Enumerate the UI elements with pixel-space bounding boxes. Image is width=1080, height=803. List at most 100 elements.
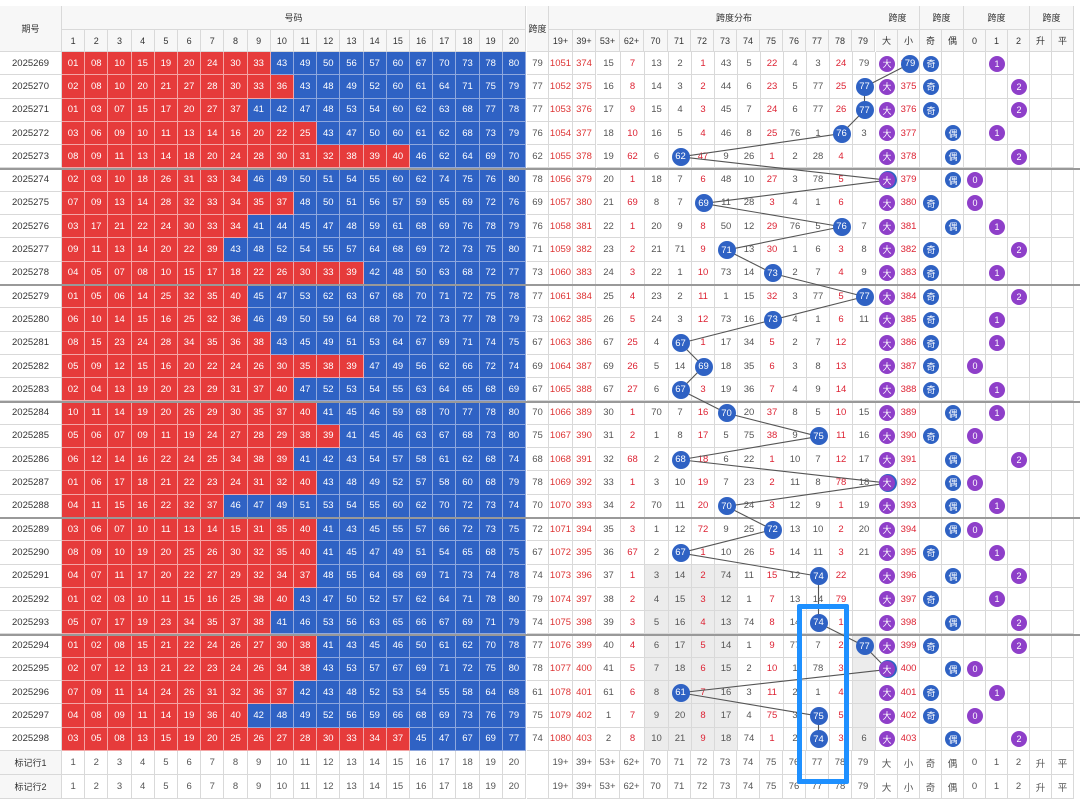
span-hit-marker: 61 [671,683,690,702]
span-hit-marker: 76 [832,124,851,143]
number-ball: 47 [294,378,318,402]
span-value: 78 [527,657,549,682]
dist-cell: 10 [738,168,761,192]
number-ball: 75 [502,518,526,542]
dist-cell: 3 [669,75,692,99]
big-marker: 大 [879,428,895,445]
extra-cell [920,145,942,169]
number-ball: 10 [85,308,109,332]
extra-cell [986,75,1008,99]
number-ball: 43 [340,448,364,472]
dist-cell: 3 [784,168,807,192]
number-ball: 56 [340,52,364,76]
footer-number: 1 [62,751,86,775]
omission-count: 1061 [549,285,573,309]
dist-cell: 1 [692,541,715,565]
extra-cell [1052,634,1074,658]
number-ball: 19 [178,424,202,449]
extra-cell [1052,704,1074,728]
number-ball: 05 [85,727,109,751]
number-ball: 22 [178,657,202,682]
number-ball: 08 [85,52,109,76]
dist-cell: 2 [692,75,715,99]
number-ball: 45 [410,727,434,751]
number-ball: 55 [317,238,341,262]
dist-cell: 12 [784,494,807,518]
number-ball: 47 [317,215,341,239]
number-ball: 07 [108,261,132,285]
number-ball: 33 [340,727,364,751]
number-ball: 50 [317,191,341,216]
number-ball: 14 [108,448,132,472]
number-ball: 77 [502,727,526,751]
number-ball: 58 [410,448,434,472]
number-ball: 10 [108,541,132,565]
extra-cell [1030,191,1052,216]
remainder-marker: 1 [989,218,1005,235]
number-ball: 21 [154,634,178,658]
extra-cell [964,587,986,612]
extra-cell [1052,424,1074,449]
period-cell: 2025292 [0,587,62,612]
number-ball: 43 [270,52,294,76]
omission-count: 1077 [549,657,573,682]
number-ball: 78 [479,587,503,612]
extra-cell [920,657,942,682]
number-ball: 71 [433,285,457,309]
omission-count: 1055 [549,145,573,169]
dist-cell: 3 [830,238,853,262]
header-number-col: 15 [386,30,410,52]
footer-extra: 升 [1030,775,1052,799]
number-ball: 68 [456,424,480,449]
number-ball: 30 [224,75,248,99]
omission-count: 1063 [549,331,573,355]
number-ball: 20 [154,564,178,588]
dist-cell: 4 [692,611,715,635]
number-ball: 64 [433,587,457,612]
extra-cell [986,657,1008,682]
number-ball: 15 [131,634,155,658]
dist-cell: 69 [621,191,645,216]
number-ball: 54 [410,681,434,705]
number-ball: 49 [294,704,318,728]
even-marker: 偶 [945,148,961,165]
dist-cell: 28 [738,191,761,216]
extra-cell [942,704,964,728]
header-number-col: 9 [247,30,271,52]
number-ball: 57 [410,518,434,542]
number-ball: 07 [108,518,132,542]
dist-cell: 7 [621,704,645,728]
number-ball: 69 [479,145,503,169]
number-ball: 19 [131,401,155,425]
number-ball: 46 [294,611,318,635]
footer-number: 17 [433,751,457,775]
dist-cell: 14 [784,541,807,565]
header-group: 跨度 [1030,6,1074,30]
span-value: 77 [527,634,549,658]
extra-cell [1008,704,1030,728]
dist-cell: 17 [715,331,738,355]
number-ball: 41 [317,634,341,658]
number-ball: 33 [247,52,271,76]
number-ball: 10 [108,52,132,76]
number-ball: 28 [201,75,225,99]
number-ball: 10 [108,168,132,192]
period-cell: 2025298 [0,727,62,751]
dist-cell: 73 [715,261,738,285]
number-ball: 60 [386,75,410,99]
extra-cell [1030,587,1052,612]
number-ball: 43 [270,331,294,355]
number-ball: 37 [270,681,294,705]
number-ball: 24 [224,471,248,495]
extra-cell [1030,518,1052,542]
extra-cell: 382 [898,238,920,262]
number-ball: 59 [363,704,387,728]
extra-cell [1008,354,1030,379]
number-ball: 63 [410,378,434,402]
number-ball: 23 [201,657,225,682]
footer-number: 2 [85,751,109,775]
header-dist-col: 53+ [596,30,620,52]
dist-cell: 15 [669,587,692,612]
span-value: 73 [527,261,549,285]
number-ball: 29 [224,564,248,588]
